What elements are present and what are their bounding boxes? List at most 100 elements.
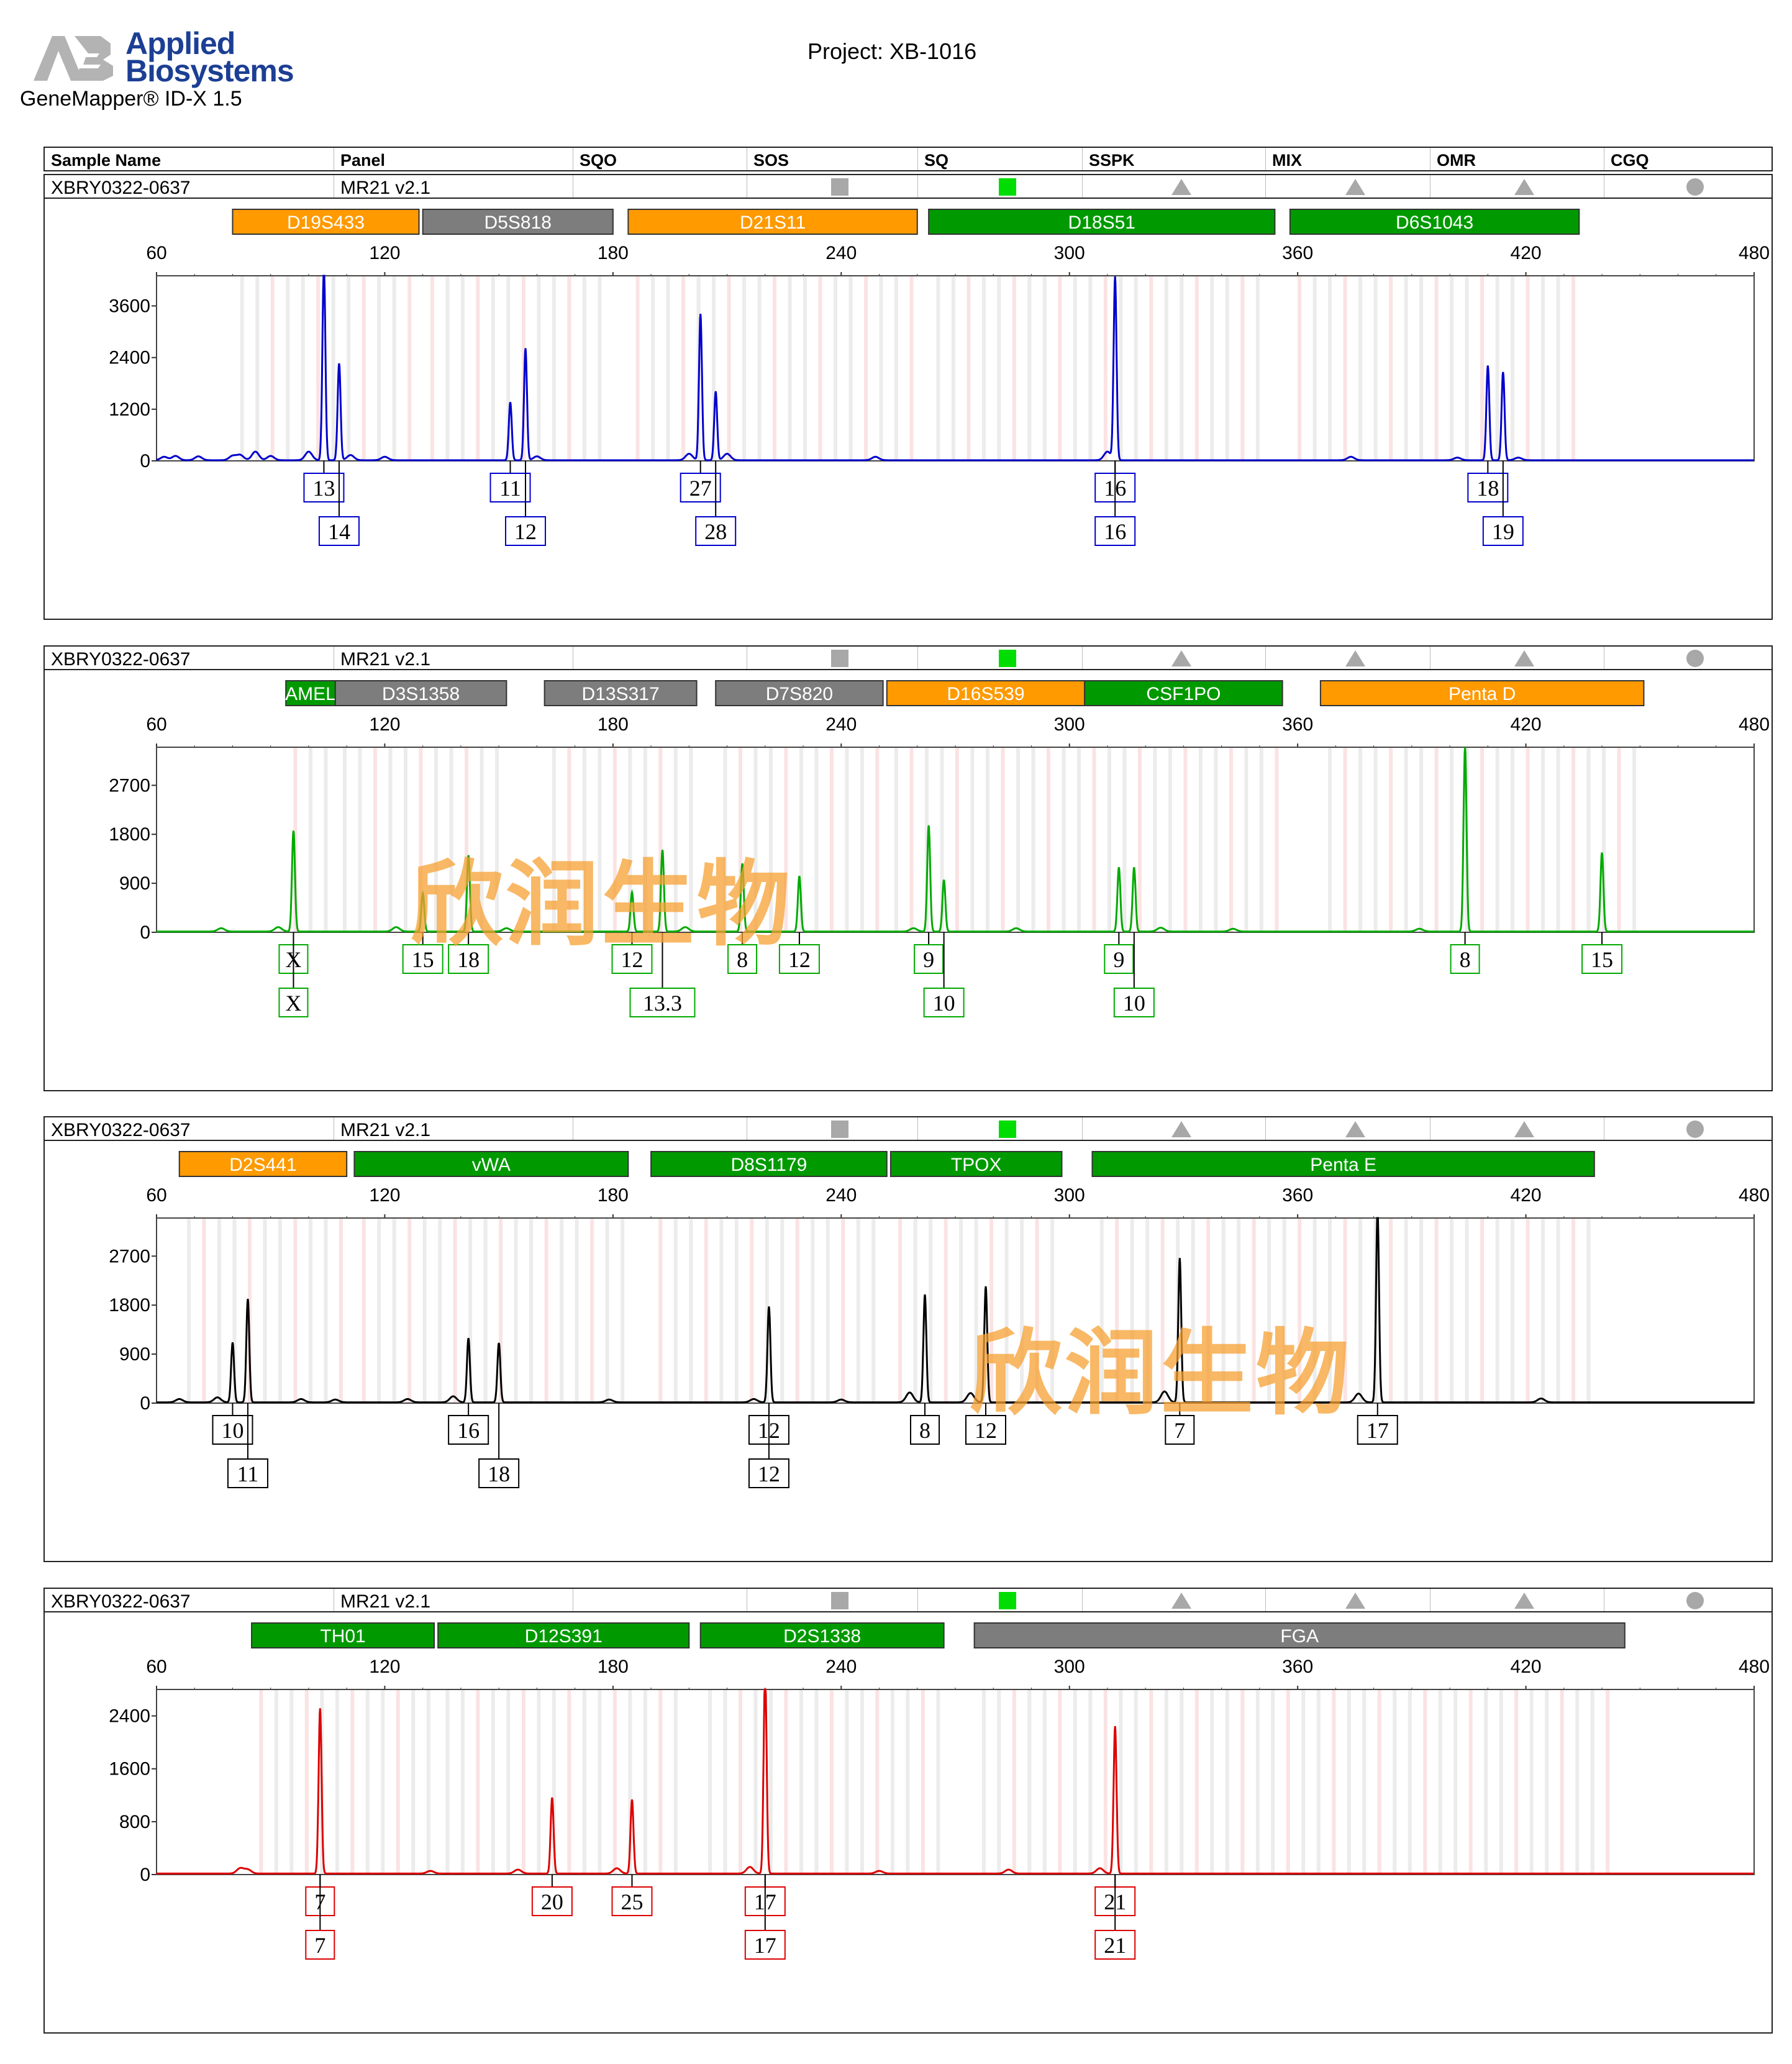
allele-bin [856,1218,860,1403]
allele-bin [468,1218,473,1403]
allele-call-text: 10 [1123,991,1145,1016]
quality-cell [1082,1117,1265,1140]
allele-bin [1586,747,1591,932]
col-sos: SOS [747,148,917,170]
allele-bin [1419,276,1424,461]
gray-circle-flag-icon [1686,1121,1704,1138]
allele-bin [768,1689,773,1875]
gray-square-flag-icon [830,650,848,667]
allele-bin [860,747,864,932]
allele-call-text: X [285,991,301,1016]
allele-call-text: 15 [412,947,434,972]
allele-bin [567,276,571,461]
allele-call-text: 10 [933,991,955,1016]
gray-triangle-flag-icon [1345,179,1365,195]
allele-bin [1221,1218,1226,1403]
allele-bin [1183,747,1188,932]
sample-row[interactable]: XBRY0322-0637 MR21 v2.1 [45,175,1772,199]
allele-bin [1042,1689,1047,1875]
allele-bin [1632,747,1637,932]
allele-call-label: 7 [1165,1403,1195,1445]
allele-bin [331,276,335,461]
y-tick-label: 0 [140,1865,150,1885]
allele-bin [1088,1689,1093,1875]
allele-bin [1050,1218,1055,1403]
x-tick-label: 240 [826,243,857,263]
allele-bin [738,1689,742,1875]
allele-bin [567,1689,571,1875]
brand-line-2: Biosystems [125,53,294,88]
allele-bin [301,276,305,461]
allele-bin [1480,276,1485,461]
allele-call-label: 17 [744,1875,786,1960]
allele-bin [1511,1218,1515,1403]
locus-marker-d8s1179: D8S1179 [650,1151,888,1177]
allele-call-label: 8 [910,1403,940,1445]
allele-bin [1168,747,1172,932]
allele-bin [445,276,450,461]
allele-bin [495,747,499,932]
gray-square-flag-icon [830,1592,848,1609]
gray-triangle-flag-shape [1171,650,1191,666]
green-square-flag-icon [998,1592,1016,1609]
allele-bin [1298,276,1302,461]
allele-bin [1255,276,1260,461]
allele-bin [1514,1689,1519,1875]
allele-bin [426,1689,430,1875]
gray-circle-flag-shape [1686,1121,1704,1138]
sample-row[interactable]: XBRY0322-0637 MR21 v2.1 [45,647,1772,670]
allele-call-text: 17 [1367,1418,1389,1443]
gray-triangle-flag-icon [1514,1121,1534,1137]
allele-bin [1484,1689,1488,1875]
locus-label: TPOX [951,1155,1002,1175]
gray-triangle-flag-icon [1514,179,1534,195]
allele-bin [621,1218,625,1403]
allele-bin [814,1689,819,1875]
allele-call-label: 12 [965,1403,1006,1445]
allele-bin [1035,1218,1039,1403]
sample-row[interactable]: XBRY0322-0637 MR21 v2.1 [45,1117,1772,1141]
y-tick-label: 900 [119,1344,150,1365]
x-tick-label: 240 [826,1657,857,1677]
allele-bin [1465,1218,1469,1403]
allele-bin [1122,747,1127,932]
allele-bin [1343,747,1347,932]
allele-call-label: 8 [727,932,758,974]
allele-bin [966,276,971,461]
allele-bin [598,747,602,932]
allele-bin [673,747,678,932]
allele-bin [1480,747,1485,932]
allele-bin [1328,747,1332,932]
y-tick-label: 3600 [109,296,150,317]
locus-marker-th01: TH01 [251,1622,435,1648]
gray-square-flag-shape [830,650,848,667]
allele-bin [1042,276,1047,461]
col-mix: MIX [1265,148,1430,170]
gray-triangle-flag-icon [1171,179,1191,195]
allele-bin [480,747,484,932]
allele-bin [750,1218,754,1403]
allele-bin [1404,747,1408,932]
allele-bin [898,1218,903,1403]
green-square-flag-icon [998,650,1016,667]
sample-row[interactable]: XBRY0322-0637 MR21 v2.1 [45,1589,1772,1612]
allele-bin [909,276,914,461]
allele-bins [293,747,1637,932]
y-tick-label: 2700 [109,775,150,796]
allele-bin [723,747,727,932]
allele-bin [734,1218,739,1403]
allele-bin [274,1689,278,1875]
gray-circle-flag-icon [1686,1592,1704,1609]
allele-bin [1358,1218,1363,1403]
allele-bin [742,276,747,461]
quality-cell [1430,1589,1604,1611]
allele-bin [803,276,807,461]
allele-bin [845,1689,849,1875]
allele-call-text: 18 [1476,476,1499,501]
allele-bin [411,1689,416,1875]
allele-bin [449,747,453,932]
green-square-flag-icon [998,178,1016,196]
allele-bin [1275,747,1279,932]
allele-bin [582,276,586,461]
sample-name-cell: XBRY0322-0637 [51,1120,191,1140]
